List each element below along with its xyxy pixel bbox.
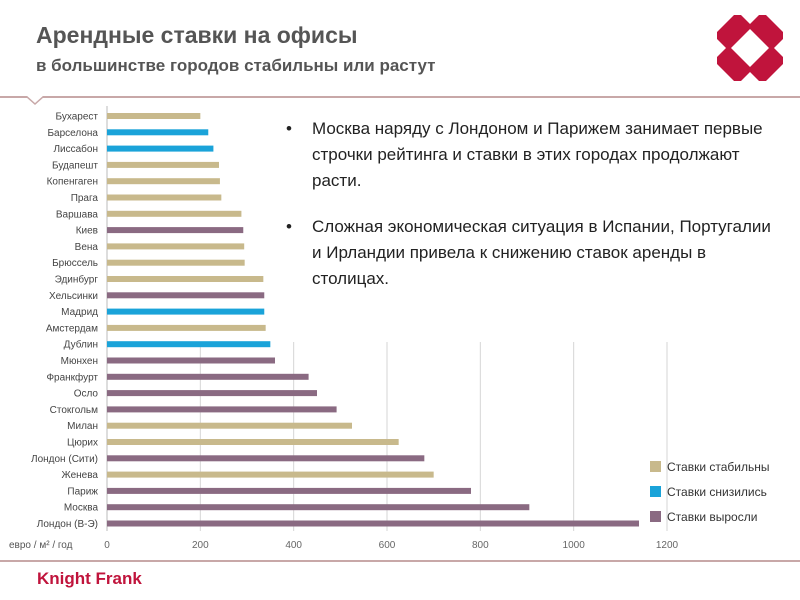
category-label: Дублин <box>64 339 98 351</box>
bar <box>107 292 265 299</box>
page-title: Арендные ставки на офисы <box>36 22 358 48</box>
bar <box>107 324 266 331</box>
rent-rates-chart: 0 200 400 600 800 1000 1200 евро / м² / год Буха… <box>9 106 679 551</box>
bar <box>107 455 425 462</box>
bar <box>107 487 471 494</box>
category-label: Лондон (В-Э) <box>37 519 98 530</box>
bar <box>107 471 434 478</box>
bar <box>107 439 399 445</box>
category-label: Эдинбург <box>55 274 99 286</box>
notes-list: • Москва наряду с Лондоном и Парижем зан… <box>286 116 776 312</box>
chart-legend: Ставки стабильны Ставки снизились Ставки… <box>650 454 769 529</box>
category-label: Женева <box>61 470 98 481</box>
bar <box>107 194 222 201</box>
x-tick-label: 400 <box>285 540 302 551</box>
legend-swatch-stable <box>650 461 661 472</box>
bar <box>107 210 242 217</box>
x-tick-label: 0 <box>104 540 110 551</box>
category-label: Варшава <box>56 209 99 220</box>
brand-name: Knight Frank <box>37 569 142 588</box>
legend-label: Ставки выросли <box>667 509 758 524</box>
category-label: Лиссабон <box>53 143 98 155</box>
bar <box>107 504 530 511</box>
category-label: Мадрид <box>61 307 98 318</box>
bar <box>107 276 264 282</box>
category-label: Милан <box>67 421 98 432</box>
x-tick-label: 1000 <box>563 540 586 551</box>
category-label: Москва <box>64 503 99 514</box>
category-label: Париж <box>67 486 98 497</box>
page-subtitle: в большинстве городов стабильны или раст… <box>36 56 436 75</box>
x-tick-label: 800 <box>472 540 489 551</box>
bar <box>107 390 317 397</box>
bar <box>107 373 309 380</box>
legend-swatch-down <box>650 486 661 497</box>
note-text: Москва наряду с Лондоном и Парижем заним… <box>312 119 763 190</box>
brand-logo-icon <box>717 15 783 81</box>
bar <box>107 422 352 429</box>
legend-item-stable: Ставки стабильны <box>650 454 769 479</box>
bullet-icon: • <box>286 217 292 236</box>
bar <box>107 357 275 364</box>
category-label: Брюссель <box>52 258 98 269</box>
bar <box>107 145 214 152</box>
bar <box>107 161 219 168</box>
note-text: Сложная экономическая ситуация в Испании… <box>312 217 771 288</box>
legend-item-down: Ставки снизились <box>650 479 769 504</box>
legend-label: Ставки снизились <box>667 484 767 499</box>
category-label: Осло <box>74 389 99 400</box>
bar <box>107 227 244 234</box>
category-label: Вена <box>75 242 99 253</box>
bar <box>107 308 265 315</box>
footer-divider <box>0 560 800 562</box>
category-label: Амстердам <box>46 323 98 334</box>
bar <box>107 259 245 266</box>
bar <box>107 178 220 185</box>
bullet-icon: • <box>286 119 292 138</box>
category-label: Хельсинки <box>49 291 98 302</box>
x-tick-label: 1200 <box>656 540 679 551</box>
x-axis-unit-label: евро / м² / год <box>9 540 73 551</box>
category-label: Барселона <box>47 128 98 139</box>
x-tick-label: 600 <box>379 540 396 551</box>
category-label: Будапешт <box>52 160 98 171</box>
bar <box>107 243 245 250</box>
category-label: Франкфурт <box>46 371 98 383</box>
divider-notch-icon <box>26 96 44 106</box>
category-label: Киев <box>76 226 98 237</box>
x-tick-label: 200 <box>192 540 209 551</box>
category-label: Цюрих <box>67 438 98 449</box>
category-label: Мюнхен <box>61 356 98 367</box>
note-item: • Сложная экономическая ситуация в Испан… <box>286 214 776 292</box>
legend-label: Ставки стабильны <box>667 459 770 474</box>
note-item: • Москва наряду с Лондоном и Парижем зан… <box>286 116 776 194</box>
header-divider <box>0 96 800 98</box>
bar <box>107 113 201 119</box>
legend-swatch-up <box>650 511 661 522</box>
category-label: Прага <box>71 193 99 204</box>
bar <box>107 406 337 413</box>
category-label: Бухарест <box>56 112 99 123</box>
category-label: Лондон (Сити) <box>31 454 98 465</box>
category-label: Копенгаген <box>47 177 98 188</box>
bar <box>107 520 639 527</box>
legend-item-up: Ставки выросли <box>650 504 769 529</box>
category-label: Стокгольм <box>50 405 98 416</box>
bar <box>107 129 209 136</box>
bar <box>107 341 271 348</box>
